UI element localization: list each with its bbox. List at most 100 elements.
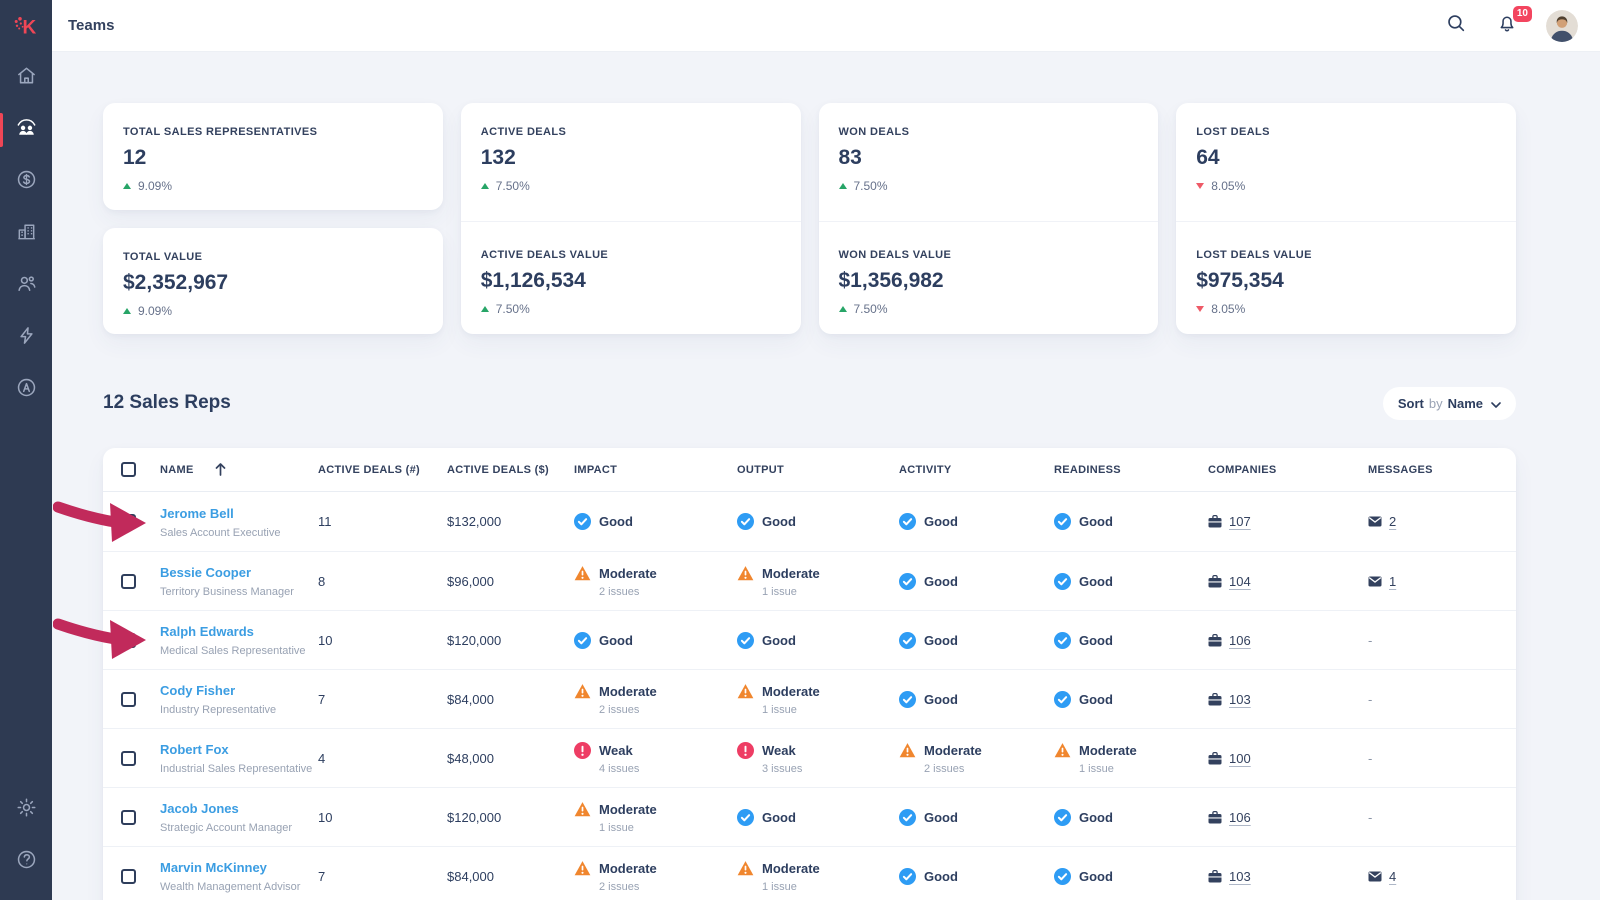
sidebar-bottom-nav: [0, 784, 52, 888]
status-label: Good: [1079, 573, 1113, 589]
active-deals-count: 8: [318, 573, 326, 589]
status-label: Good: [599, 632, 633, 648]
rep-name-link[interactable]: Bessie Cooper: [160, 565, 252, 580]
sidebar-item-teams[interactable]: [0, 104, 52, 156]
readiness-cell: Good: [1054, 808, 1208, 826]
column-header-activity[interactable]: ACTIVITY: [899, 463, 952, 476]
home-icon: [15, 64, 38, 92]
messages-cell: 2: [1368, 514, 1516, 529]
status-label: Moderate: [762, 683, 820, 699]
companies-count-link[interactable]: 104: [1229, 573, 1251, 589]
row-checkbox[interactable]: [121, 809, 136, 825]
active-deals-value: $96,000: [447, 573, 494, 589]
companies-count-link[interactable]: 106: [1229, 809, 1251, 825]
select-all-checkbox[interactable]: [121, 462, 136, 477]
readiness-cell: Good: [1054, 867, 1208, 885]
status-issues: 1 issue: [762, 703, 797, 716]
row-checkbox[interactable]: [121, 691, 136, 707]
sidebar-nav: [0, 52, 52, 416]
column-header-active-deals-count[interactable]: ACTIVE DEALS (#): [318, 463, 420, 476]
trend-up-icon: [123, 183, 131, 189]
stat-delta: 7.50%: [853, 302, 888, 316]
column-header-name[interactable]: NAME: [160, 463, 194, 476]
column-header-readiness[interactable]: READINESS: [1054, 463, 1121, 476]
rep-name-link[interactable]: Jacob Jones: [160, 801, 239, 816]
topbar: Teams 10: [52, 0, 1600, 52]
messages-cell: -: [1368, 633, 1516, 648]
sidebar-item-help[interactable]: [0, 836, 52, 888]
chevron-down-icon: [1488, 396, 1501, 411]
trend-down-icon: [1196, 306, 1205, 312]
status-label: Moderate: [599, 683, 657, 699]
status-issues: 3 issues: [762, 762, 803, 775]
moderate-status-icon: [574, 801, 591, 818]
messages-count-link[interactable]: 2: [1389, 514, 1397, 529]
row-checkbox[interactable]: [121, 632, 136, 648]
good-status-icon: [899, 808, 916, 826]
companies-count-link[interactable]: 103: [1229, 868, 1251, 884]
status-label: Weak: [599, 742, 633, 758]
rep-name-link[interactable]: Marvin McKinney: [160, 860, 267, 875]
companies-count-link[interactable]: 100: [1229, 750, 1251, 766]
stat-value: 64: [1196, 146, 1220, 169]
stat-card-won-deals: WON DEALS 83 7.50% WON DEALS VALUE $1,35…: [818, 103, 1159, 334]
companies-count-link[interactable]: 103: [1229, 691, 1251, 707]
sidebar-item-contacts[interactable]: [0, 260, 52, 312]
status-label: Moderate: [599, 565, 657, 581]
table-row: Jerome Bell Sales Account Executive 11 $…: [103, 492, 1516, 551]
impact-cell: Moderate 2 issues: [574, 860, 737, 893]
trend-up-icon: [838, 306, 847, 312]
column-header-output[interactable]: OUTPUT: [737, 463, 785, 476]
active-deals-value: $120,000: [447, 809, 502, 825]
companies-count-link[interactable]: 107: [1229, 514, 1251, 529]
sidebar-item-settings[interactable]: [0, 784, 52, 836]
status-label: Good: [1079, 868, 1113, 884]
messages-cell: -: [1368, 810, 1516, 825]
row-checkbox[interactable]: [121, 573, 136, 589]
app-logo[interactable]: K: [0, 0, 52, 52]
status-label: Good: [1079, 691, 1113, 707]
stat-value: $1,356,982: [838, 269, 944, 292]
column-header-impact[interactable]: IMPACT: [574, 463, 618, 476]
sidebar-item-deals[interactable]: [0, 156, 52, 208]
user-avatar[interactable]: [1546, 9, 1578, 42]
stat-card-total-reps: TOTAL SALES REPRESENTATIVES 12 9.09%: [103, 103, 443, 210]
search-button[interactable]: [1444, 14, 1468, 38]
trend-up-icon: [480, 183, 489, 189]
messages-count-link[interactable]: 4: [1389, 868, 1397, 884]
sidebar-item-home[interactable]: [0, 52, 52, 104]
messages-count-link[interactable]: 1: [1389, 573, 1397, 589]
sidebar-item-assistant[interactable]: [0, 364, 52, 416]
row-checkbox[interactable]: [121, 514, 136, 529]
good-status-icon: [737, 808, 754, 826]
briefcase-icon: [1208, 515, 1222, 528]
activity-cell: Good: [899, 867, 1054, 885]
rep-name-link[interactable]: Jerome Bell: [160, 505, 234, 521]
output-cell: Moderate 1 issue: [737, 683, 899, 716]
rep-role: Industrial Sales Representative: [160, 763, 313, 775]
sidebar-item-companies[interactable]: [0, 208, 52, 260]
stat-label: LOST DEALS: [1196, 126, 1270, 138]
sort-dropdown[interactable]: Sort by Name: [1382, 386, 1516, 420]
rep-name-link[interactable]: Cody Fisher: [160, 683, 236, 698]
messages-cell: -: [1368, 692, 1516, 707]
stat-value: $1,126,534: [480, 269, 586, 292]
row-checkbox[interactable]: [121, 750, 136, 766]
envelope-icon: [1368, 871, 1382, 882]
rep-name-link[interactable]: Robert Fox: [160, 742, 229, 757]
briefcase-icon: [1208, 633, 1222, 647]
status-label: Good: [599, 514, 633, 529]
notification-count-badge: 10: [1512, 5, 1532, 22]
sidebar-item-activity[interactable]: [0, 312, 52, 364]
column-header-active-deals-value[interactable]: ACTIVE DEALS ($): [447, 463, 549, 476]
stat-value: $975,354: [1196, 269, 1284, 292]
companies-count-link[interactable]: 106: [1229, 632, 1251, 648]
column-header-messages[interactable]: MESSAGES: [1368, 463, 1433, 476]
notifications-button[interactable]: 10: [1495, 5, 1532, 38]
stat-label: ACTIVE DEALS: [480, 126, 567, 138]
row-checkbox[interactable]: [121, 868, 136, 884]
column-header-companies[interactable]: COMPANIES: [1208, 463, 1277, 476]
active-deals-value: $84,000: [447, 868, 494, 884]
rep-name-link[interactable]: Ralph Edwards: [160, 624, 254, 639]
sort-ascending-arrow-icon[interactable]: [215, 463, 226, 476]
